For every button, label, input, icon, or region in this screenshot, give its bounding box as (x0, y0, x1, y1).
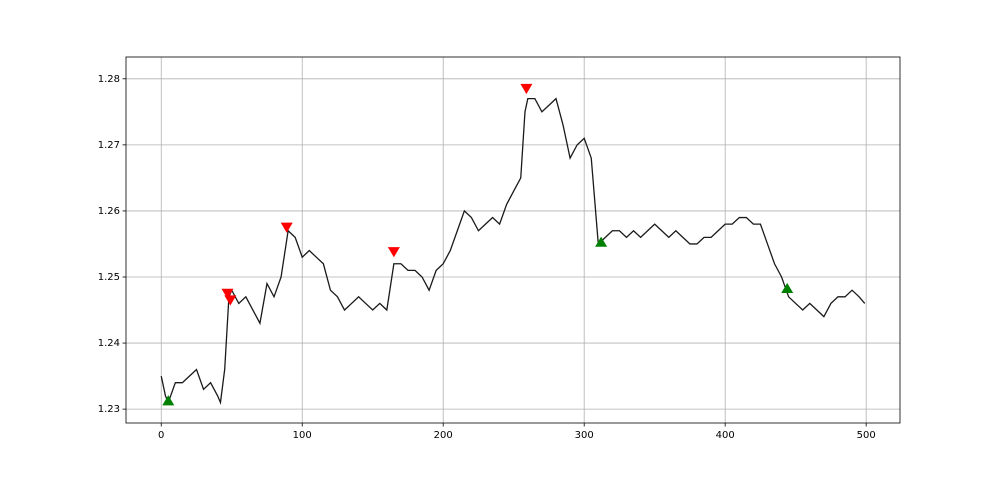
y-tick-label: 1.26 (98, 206, 120, 217)
sell-marker (280, 222, 293, 233)
x-tick-label: 200 (434, 430, 453, 441)
x-tick-label: 0 (158, 430, 164, 441)
sell-marker (221, 288, 234, 299)
x-tick-label: 400 (716, 430, 735, 441)
x-tick-label: 300 (575, 430, 594, 441)
sell-marker (387, 247, 400, 258)
buy-marker (781, 282, 794, 294)
buy-marker (162, 395, 175, 406)
y-tick-label: 1.25 (98, 272, 120, 283)
x-tick-label: 500 (857, 430, 876, 441)
sell-marker (224, 295, 237, 306)
y-tick-label: 1.28 (98, 74, 120, 85)
y-tick-label: 1.24 (98, 338, 120, 349)
price-line (160, 97, 866, 405)
x-tick-label: 100 (293, 430, 312, 441)
y-tick-label: 1.23 (98, 404, 120, 415)
plot-frame (125, 56, 901, 424)
y-tick-label: 1.27 (98, 140, 120, 151)
buy-marker (595, 236, 608, 247)
sell-marker (520, 83, 533, 95)
